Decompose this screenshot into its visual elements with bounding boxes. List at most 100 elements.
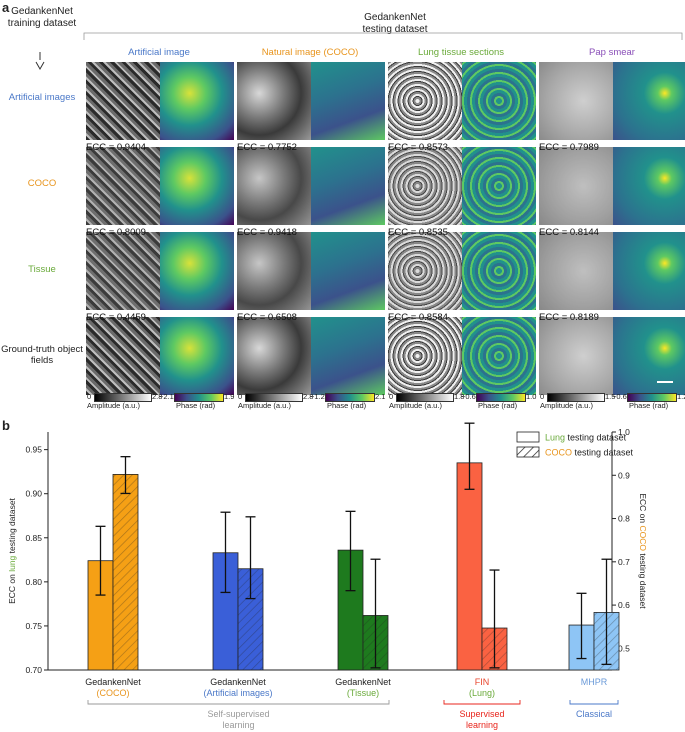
bar-hatch (113, 474, 138, 670)
phase-image (613, 147, 685, 225)
amplitude-image (388, 232, 462, 310)
right-axis-label-part: COCO (638, 525, 648, 551)
amplitude-image (539, 317, 613, 395)
panel-a-label: a (2, 0, 10, 15)
right-axis-label-part: testing dataset (638, 551, 648, 609)
left-tick-label: 0.80 (25, 577, 42, 587)
group-label: Classical (576, 709, 612, 719)
left-axis-label: ECC on lung testing dataset (7, 497, 17, 603)
row-label-2: Tissue (0, 264, 84, 275)
phase-image (311, 62, 385, 140)
amplitude-colorbar-title: Amplitude (a.u.) (87, 401, 140, 410)
phase-image (160, 62, 234, 140)
right-tick-label: 0.5 (618, 643, 630, 653)
phase-image (613, 62, 685, 140)
right-tick-label: 0.6 (618, 600, 630, 610)
phase-min-label: −2.1 (159, 392, 174, 401)
left-tick-label: 0.95 (25, 445, 42, 455)
legend-word: COCO (545, 448, 572, 458)
amplitude-image (388, 317, 462, 395)
row-label-line: Artificial images (8, 92, 76, 103)
panel-b-label: b (2, 418, 10, 433)
phase-image (462, 147, 536, 225)
legend-swatch-hatch (517, 447, 539, 457)
right-axis-label-part: ECC on (638, 493, 648, 525)
category-label: GedankenNet (85, 677, 141, 687)
phase-colorbar (174, 393, 224, 402)
group-label: learning (466, 720, 498, 730)
amplitude-image (237, 232, 311, 310)
category-label: GedankenNet (335, 677, 391, 687)
left-axis-label-part: lung (7, 555, 17, 571)
training-header-line1: GedankenNet (11, 6, 73, 17)
right-tick-label: 1.0 (618, 427, 630, 437)
phase-colorbar-title: Phase (rad) (327, 401, 367, 410)
row-label-0: Artificial images (0, 92, 84, 103)
amplitude-min-label: 0 (540, 392, 545, 401)
ecc-value: ECC = 0.7989 (539, 142, 599, 153)
amplitude-colorbar (547, 393, 605, 402)
row-label-line: Tissue (28, 264, 56, 275)
phase-max-label: 1.2 (677, 392, 685, 401)
row-label-line: COCO (27, 178, 57, 189)
amplitude-min-label: 0 (87, 392, 92, 401)
legend-label: COCO testing dataset (545, 448, 634, 458)
phase-image (311, 232, 385, 310)
group-label: Supervised (459, 709, 504, 719)
legend-suffix: testing dataset (572, 448, 634, 458)
right-tick-label: 0.9 (618, 470, 630, 480)
training-dataset-header: GedankenNet training dataset (0, 6, 84, 30)
ecc-value: ECC = 0.6508 (237, 312, 297, 323)
phase-min-label: −1.2 (310, 392, 325, 401)
phase-image (160, 147, 234, 225)
row-label-line: fields (30, 355, 54, 366)
amplitude-image (86, 147, 160, 225)
panel-a-header-lines (39, 32, 683, 60)
amplitude-colorbar-title: Amplitude (a.u.) (238, 401, 291, 410)
ecc-value: ECC = 0.8144 (539, 227, 599, 238)
bar-chart: 0.70 0.75 0.80 0.85 0.90 0.95 0.5 0.6 0.7 0.8 0.9 1… (7, 422, 648, 730)
group-bracket (87, 700, 390, 705)
category-label: GedankenNet (210, 677, 266, 687)
bar-lung (456, 462, 483, 671)
phase-image (311, 317, 385, 395)
amplitude-image (539, 232, 613, 310)
phase-max-label: 1.9 (224, 392, 235, 401)
amplitude-image (237, 147, 311, 225)
category-sublabel: (COCO) (97, 688, 130, 698)
ecc-value: ECC = 0.8009 (86, 227, 146, 238)
category-label: MHPR (581, 677, 608, 687)
amplitude-image (86, 62, 160, 140)
phase-max-label: 2.1 (375, 392, 386, 401)
phase-colorbar-title: Phase (rad) (176, 401, 216, 410)
ecc-value: ECC = 0.9404 (86, 142, 146, 153)
phase-image (160, 317, 234, 395)
amplitude-image (86, 232, 160, 310)
ecc-value: ECC = 0.8535 (388, 227, 448, 238)
left-tick-label: 0.90 (25, 489, 42, 499)
row-label-3: Ground-truth object fields (0, 344, 84, 366)
scale-bar (657, 381, 673, 383)
phase-colorbar-title: Phase (rad) (478, 401, 518, 410)
down-arrow-icon (35, 61, 45, 71)
legend-suffix: testing dataset (565, 433, 627, 443)
ecc-value: ECC = 0.8584 (388, 312, 448, 323)
category-label: FIN (475, 677, 490, 687)
amplitude-colorbar-title: Amplitude (a.u.) (540, 401, 593, 410)
testing-dataset-header: GedankenNet testing dataset (320, 12, 470, 36)
group-label: learning (222, 720, 254, 730)
amplitude-max-label: 1.5 (605, 392, 616, 401)
legend-label: Lung testing dataset (545, 433, 627, 443)
phase-image (613, 317, 685, 395)
ecc-value: ECC = 0.7752 (237, 142, 297, 153)
amplitude-max-label: 2.8 (303, 392, 314, 401)
group-bracket (443, 700, 521, 705)
right-tick-label: 0.7 (618, 557, 630, 567)
amplitude-image (237, 62, 311, 140)
left-axis-label-part: testing dataset (7, 497, 17, 555)
phase-max-label: 1.0 (526, 392, 537, 401)
column-header-2: Lung tissue sections (417, 47, 505, 58)
phase-min-label: −0.6 (612, 392, 627, 401)
phase-image (462, 232, 536, 310)
group-bracket (569, 700, 619, 705)
